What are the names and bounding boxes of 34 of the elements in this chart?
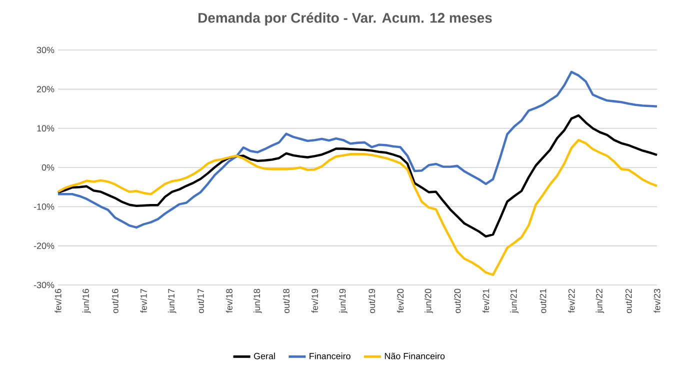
x-tick-label: fev/21 bbox=[482, 288, 490, 313]
legend-label: Geral bbox=[254, 352, 275, 360]
chart-title: Demanda por Crédito - Var. Acum. 12 meses bbox=[198, 12, 492, 26]
y-tick-label: 20% bbox=[36, 86, 54, 92]
x-tick-label: fev/16 bbox=[54, 288, 62, 313]
x-tick-label: fev/22 bbox=[568, 288, 575, 313]
legend-label: Não Financeiro bbox=[384, 352, 445, 360]
x-tick-label: jun/17 bbox=[168, 288, 176, 314]
x-tick-label: out/21 bbox=[540, 288, 546, 314]
y-tick-label: 0% bbox=[42, 164, 54, 171]
x-tick-label: fev/23 bbox=[654, 288, 660, 313]
y-tick-label: -20% bbox=[34, 242, 54, 250]
x-tick-label: out/22 bbox=[625, 288, 632, 314]
x-tick-label: out/20 bbox=[454, 288, 461, 314]
x-tick-label: jun/19 bbox=[339, 288, 348, 314]
x-tick-label: fev/18 bbox=[226, 288, 232, 313]
x-tick-label: fev/19 bbox=[311, 288, 318, 313]
x-tick-label: out/18 bbox=[282, 288, 290, 314]
line-series bbox=[56, 114, 658, 238]
y-tick-label: 30% bbox=[36, 46, 54, 54]
x-tick-label: jun/22 bbox=[596, 288, 604, 314]
x-tick-label: jun/16 bbox=[82, 288, 91, 314]
x-tick-label: fev/17 bbox=[140, 288, 147, 313]
x-tick-label: jun/21 bbox=[510, 288, 519, 314]
y-tick-label: 10% bbox=[37, 125, 54, 132]
y-tick-label: -30% bbox=[34, 282, 54, 288]
legend-label: Financeiro bbox=[310, 352, 350, 360]
x-tick-label: out/16 bbox=[112, 288, 118, 314]
x-tick-label: jun/18 bbox=[253, 288, 262, 314]
x-tick-label: out/19 bbox=[368, 288, 376, 314]
x-tick-label: jun/20 bbox=[424, 288, 433, 314]
x-tick-label: out/17 bbox=[197, 288, 204, 314]
y-tick-label: -10% bbox=[34, 203, 54, 210]
x-tick-label: fev/20 bbox=[396, 288, 404, 313]
